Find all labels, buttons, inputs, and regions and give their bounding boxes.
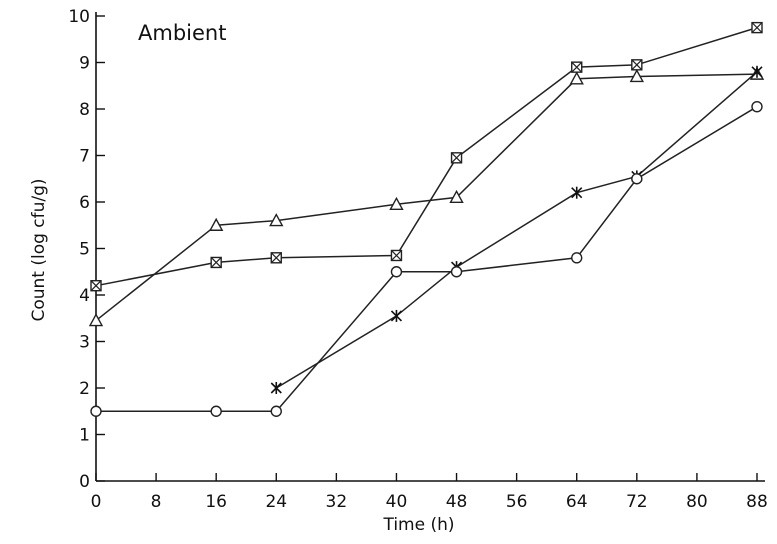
x-tick-label: 80 — [686, 492, 708, 512]
y-tick-label: 0 — [79, 472, 90, 492]
data-point — [90, 280, 102, 292]
series-line — [96, 106, 758, 413]
y-axis-title: Count (log cfu/g) — [29, 178, 49, 321]
series-circle — [90, 100, 763, 417]
data-point — [449, 189, 464, 204]
data-point — [569, 71, 584, 85]
y-tick-label: 6 — [79, 193, 90, 213]
data-point — [450, 266, 463, 278]
y-tick-label: 2 — [79, 379, 90, 399]
data-point — [571, 186, 583, 199]
x-tick-label: 72 — [626, 492, 648, 512]
series-square-cross — [90, 21, 763, 292]
data-point — [270, 382, 282, 394]
data-point — [269, 213, 284, 227]
data-point — [571, 252, 583, 264]
data-point — [751, 21, 763, 34]
data-point — [629, 68, 644, 83]
x-tick-label: 24 — [265, 492, 287, 512]
y-tick-label: 1 — [79, 426, 90, 446]
data-point — [270, 252, 282, 264]
data-point — [90, 405, 102, 417]
data-point — [270, 405, 282, 417]
y-tick-label: 10 — [68, 7, 90, 27]
series-star — [270, 65, 763, 394]
series-line — [95, 26, 758, 287]
x-tick-label: 48 — [446, 492, 468, 512]
x-tick-label: 32 — [326, 492, 348, 512]
chart-annotation: Ambient — [138, 21, 226, 45]
y-tick-label: 3 — [79, 333, 90, 353]
data-point — [751, 65, 763, 78]
x-tick-label: 88 — [746, 492, 768, 512]
series-line — [95, 73, 758, 322]
x-tick-label: 8 — [151, 492, 162, 512]
x-tick-label: 64 — [566, 492, 588, 512]
x-tick-label: 56 — [506, 492, 528, 512]
series-triangle — [88, 66, 765, 327]
data-point — [571, 61, 583, 73]
y-tick-label: 4 — [79, 286, 90, 306]
y-tick-label: 5 — [79, 240, 90, 260]
data-point — [390, 266, 403, 278]
x-tick-label: 0 — [91, 492, 102, 512]
data-point — [390, 249, 403, 262]
y-tick-label: 7 — [79, 147, 90, 167]
data-point — [751, 100, 763, 113]
data-point — [450, 152, 463, 164]
y-tick-label: 9 — [79, 54, 90, 74]
data-point — [389, 196, 404, 211]
data-point — [631, 59, 643, 71]
data-point — [210, 405, 222, 417]
data-point — [631, 173, 643, 185]
data-point — [88, 313, 104, 327]
data-point — [209, 217, 224, 231]
data-point — [210, 256, 222, 269]
x-axis-title: Time (h) — [382, 515, 454, 535]
x-tick-label: 16 — [205, 492, 227, 512]
series-line — [275, 71, 758, 389]
y-tick-label: 8 — [79, 100, 90, 120]
series-group — [88, 21, 765, 417]
x-tick-label: 40 — [386, 492, 408, 512]
data-point — [390, 309, 403, 322]
